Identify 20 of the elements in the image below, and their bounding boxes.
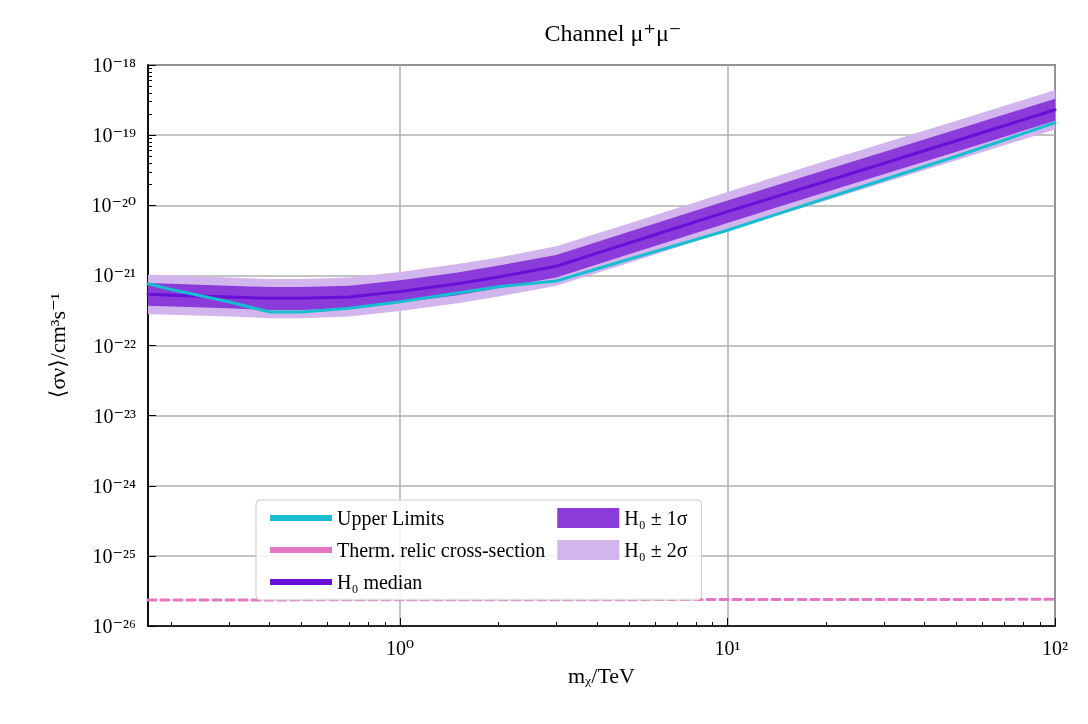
y-tick-label: 10⁻²⁰ bbox=[91, 194, 136, 217]
y-tick-label: 10⁻¹⁹ bbox=[92, 124, 137, 147]
y-tick-label: 10⁻²¹ bbox=[93, 264, 136, 287]
y-tick-label: 10⁻²² bbox=[93, 334, 136, 357]
legend-label: H₀ ± 2σ bbox=[624, 539, 688, 561]
chart-title: Channel μ⁺μ⁻ bbox=[544, 20, 682, 46]
y-tick-label: 10⁻²⁵ bbox=[92, 544, 136, 567]
legend-label: Therm. relic cross-section bbox=[337, 539, 546, 561]
legend-label: H₀ ± 1σ bbox=[624, 507, 688, 529]
y-axis-title: ⟨σν⟩/cm³s⁻¹ bbox=[44, 292, 70, 399]
legend-label: Upper Limits bbox=[337, 507, 445, 530]
x-tick-label: 10¹ bbox=[714, 637, 741, 659]
y-tick-label: 10⁻²⁴ bbox=[92, 474, 137, 497]
x-axis-title: mᵪ/TeV bbox=[568, 662, 636, 688]
x-tick-label: 10⁰ bbox=[386, 637, 415, 659]
x-tick-label: 10² bbox=[1042, 637, 1068, 659]
legend-label: H₀ median bbox=[337, 571, 423, 593]
y-tick-label: 10⁻¹⁸ bbox=[92, 54, 137, 76]
y-tick-label: 10⁻²⁶ bbox=[92, 615, 137, 637]
y-tick-label: 10⁻²³ bbox=[93, 404, 136, 427]
